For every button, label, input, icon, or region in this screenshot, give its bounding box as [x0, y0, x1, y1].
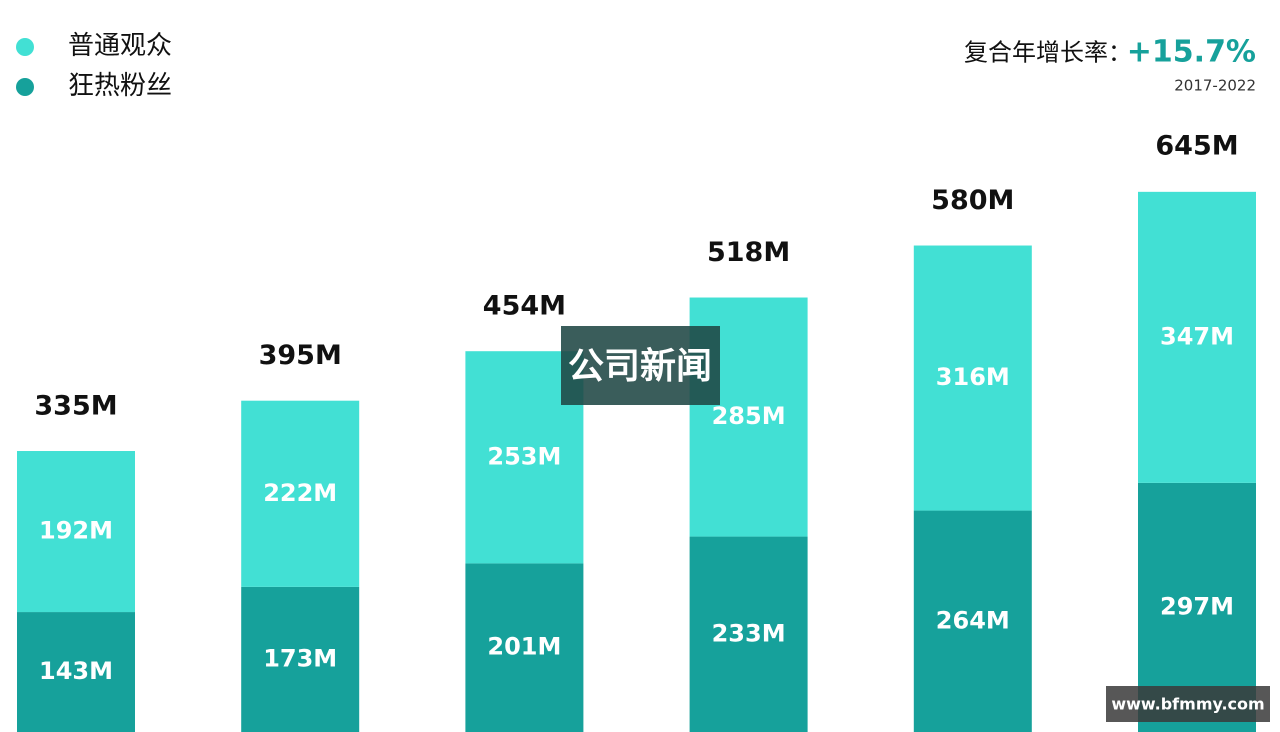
bar-segment — [689, 536, 808, 732]
total-label: 580M — [931, 185, 1014, 216]
segment-label: 143M — [39, 657, 113, 685]
legend-label: 狂热粉丝 — [68, 71, 172, 101]
bar-segment — [913, 245, 1032, 511]
segment-label: 316M — [936, 363, 1010, 391]
segment-label: 233M — [712, 619, 786, 647]
total-label: 518M — [707, 237, 790, 268]
bar-segment — [1138, 191, 1256, 483]
segment-label: 347M — [1160, 322, 1234, 350]
watermark-box — [1106, 686, 1270, 722]
growth-label: 复合年增长率： — [964, 39, 1132, 67]
bar-segment — [241, 400, 360, 587]
legend-label: 普通观众 — [68, 31, 172, 61]
legend-swatch — [16, 78, 34, 96]
growth-period: 2017-2022 — [1174, 77, 1256, 95]
segment-label: 297M — [1160, 592, 1234, 620]
segment-label: 253M — [487, 442, 561, 470]
bar-segment — [241, 586, 360, 732]
total-label: 645M — [1155, 131, 1238, 162]
bar-segment — [17, 451, 135, 613]
segment-label: 264M — [936, 606, 1010, 634]
segment-label: 173M — [263, 644, 337, 672]
growth-value: +15.7% — [1127, 35, 1256, 70]
watermark: 公司新闻 — [568, 346, 712, 387]
bar-segment — [465, 563, 584, 732]
segment-label: 201M — [487, 633, 561, 661]
plot: 143M 192M 335M 173M 222M 395M 201M 253M 454M 233M… — [17, 131, 1256, 732]
total-label: 335M — [34, 391, 117, 422]
bar-segment — [17, 612, 135, 732]
segment-label: 192M — [39, 517, 113, 545]
total-label: 454M — [483, 291, 566, 322]
watermark: www.bfmmy.com — [1111, 695, 1264, 714]
bar-segment — [913, 510, 1032, 732]
total-label: 395M — [259, 340, 342, 371]
segment-label: 222M — [263, 479, 337, 507]
legend-swatch — [16, 38, 34, 56]
segment-label: 285M — [712, 402, 786, 430]
watermark-box — [561, 326, 720, 405]
